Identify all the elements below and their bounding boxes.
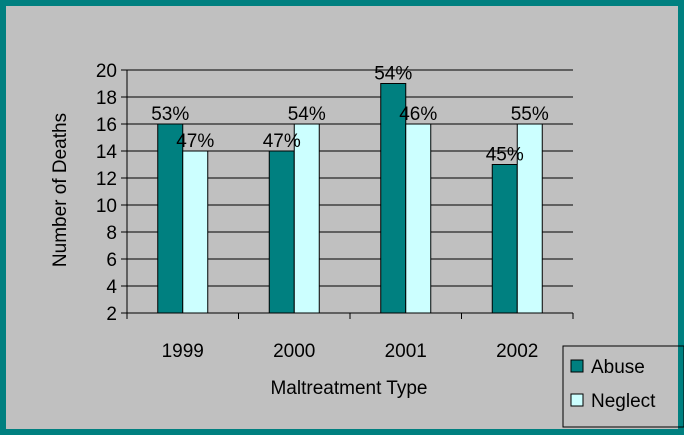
bars: [157, 83, 543, 314]
x-tick-label: 2000: [273, 341, 315, 362]
x-axis-title: Maltreatment Type: [270, 378, 427, 399]
x-tick-label: 1999: [162, 341, 204, 362]
bar-neglect: [405, 123, 432, 314]
data-label-abuse: 54%: [374, 64, 412, 85]
data-label-abuse: 45%: [486, 145, 524, 166]
y-tick-label: 10: [96, 196, 117, 217]
data-label-neglect: 55%: [511, 104, 549, 125]
bar-abuse: [157, 123, 184, 314]
y-tick-label: 14: [96, 142, 118, 163]
bar-abuse: [491, 164, 518, 314]
y-tick-label: 16: [96, 115, 117, 136]
data-labels: 53% 47% 47% 54% 54% 46% 45% 55%: [151, 64, 549, 166]
y-tick-label: 4: [106, 277, 117, 298]
legend: Abuse Neglect: [562, 345, 684, 428]
x-tick-label: 2002: [496, 341, 538, 362]
data-label-abuse: 47%: [263, 131, 301, 152]
legend-box: [562, 345, 684, 428]
y-tick-label: 12: [96, 169, 117, 190]
legend-label-neglect: Neglect: [591, 391, 656, 412]
y-tick-label: 6: [106, 250, 117, 271]
x-tick-label: 2001: [385, 341, 427, 362]
y-tick-label: 18: [96, 88, 117, 109]
bar-abuse: [268, 150, 295, 314]
legend-label-abuse: Abuse: [591, 357, 645, 378]
y-tick-label: 20: [96, 61, 117, 82]
axes: [121, 69, 574, 319]
y-axis-title: Number of Deaths: [50, 113, 71, 267]
data-label-neglect: 47%: [176, 131, 214, 152]
data-label-neglect: 46%: [399, 104, 437, 125]
data-label-neglect: 54%: [288, 104, 326, 125]
bar-neglect: [182, 150, 209, 314]
bar-neglect: [293, 123, 320, 314]
legend-swatch-neglect: [570, 393, 584, 407]
legend-swatch-abuse: [570, 359, 584, 373]
y-tick-label: 8: [106, 223, 117, 244]
y-tick-label: 2: [106, 304, 117, 325]
y-tick-labels: 2 4 6 8 10 12 14 16 18 20: [96, 61, 118, 325]
data-label-abuse: 53%: [151, 104, 189, 125]
x-tick-labels: 1999 2000 2001 2002: [162, 341, 539, 362]
